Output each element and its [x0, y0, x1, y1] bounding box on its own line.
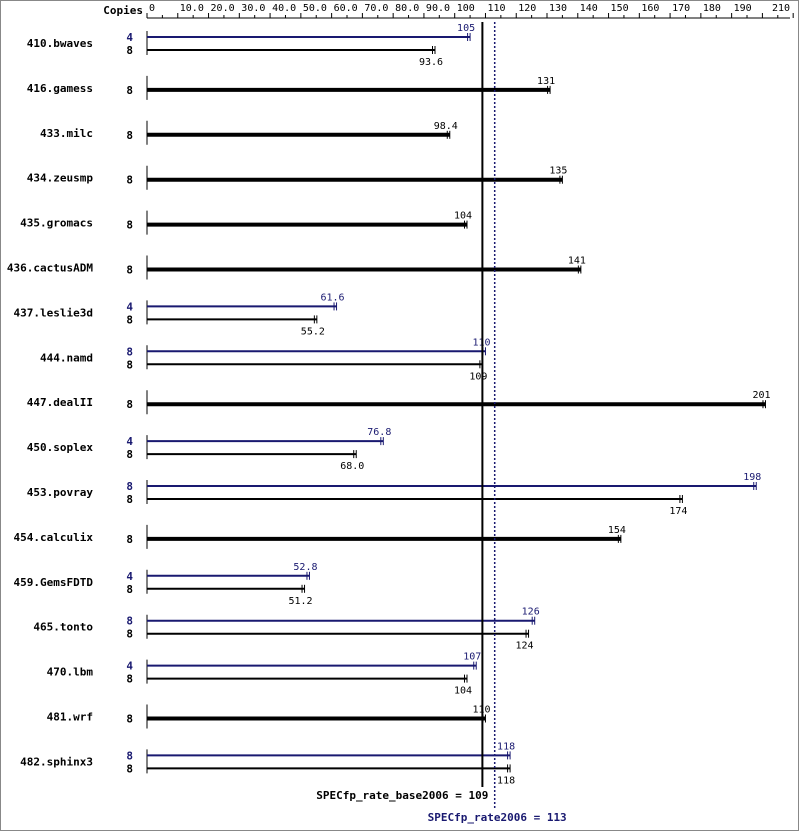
benchmark-label: 434.zeusmp [27, 172, 94, 185]
base-copies: 8 [126, 84, 133, 97]
benchmark-label: 459.GemsFDTD [14, 576, 94, 589]
base-value-label: 118 [497, 775, 515, 786]
copies-header: Copies [103, 4, 143, 17]
benchmark-label: 416.gamess [27, 82, 93, 95]
x-axis-tick-label: 90.0 [426, 3, 450, 14]
x-axis-tick-label: 10.0 [180, 3, 204, 14]
peak-copies: 8 [126, 615, 133, 628]
x-axis-tick-label: 130 [549, 3, 567, 14]
base-value-label: 55.2 [301, 326, 325, 337]
x-axis-tick-label: 50.0 [303, 3, 327, 14]
base-value-label: 104 [454, 211, 472, 222]
peak-copies: 4 [126, 300, 133, 313]
reference-lines: SPECfp_rate_base2006 = 109 SPECfp_rate200… [316, 22, 567, 824]
base-copies: 8 [126, 398, 133, 411]
x-axis-tick-label: 210 [772, 3, 790, 14]
base-copies: 8 [126, 583, 133, 596]
base-value-label: 135 [549, 166, 567, 177]
benchmark-label: 437.leslie3d [14, 306, 93, 319]
base-value-label: 104 [454, 686, 472, 697]
base-copies: 8 [126, 313, 133, 326]
peak-copies: 4 [126, 31, 133, 44]
peak-value-label: 105 [457, 23, 475, 34]
benchmark-label: 436.cactusADM [7, 262, 93, 275]
benchmark-label: 433.milc [40, 127, 93, 140]
peak-copies: 4 [126, 660, 133, 673]
base-copies: 8 [126, 628, 133, 641]
base-value-label: 174 [669, 506, 687, 517]
base-value-label: 109 [469, 371, 487, 382]
base-copies: 8 [126, 448, 133, 461]
peak-value-label: 61.6 [320, 292, 344, 303]
base-copies: 8 [126, 44, 133, 57]
base-copies: 8 [126, 264, 133, 277]
x-axis-tick-label: 30.0 [241, 3, 265, 14]
x-axis-tick-label: 140 [580, 3, 598, 14]
benchmark-label: 410.bwaves [27, 37, 93, 50]
base-value-label: 201 [752, 390, 770, 401]
benchmark-label: 447.dealII [27, 396, 93, 409]
base-reference-label: SPECfp_rate_base2006 = 109 [316, 789, 488, 802]
base-value-label: 68.0 [340, 461, 364, 472]
base-value-label: 154 [608, 525, 626, 536]
x-axis-tick-label: 0 [149, 3, 155, 14]
peak-value-label: 52.8 [293, 562, 317, 573]
chart-marks: 410.bwaves 4 105 8 93.6 416.gamess 8 131 433.mil… [7, 23, 771, 786]
base-value-label: 141 [568, 256, 586, 267]
x-axis-tick-label: 100 [457, 3, 475, 14]
x-axis-tick-label: 160 [641, 3, 659, 14]
peak-copies: 8 [126, 480, 133, 493]
base-copies: 8 [126, 358, 133, 371]
x-axis-tick-label: 70.0 [364, 3, 388, 14]
x-axis-tick-label: 20.0 [211, 3, 235, 14]
x-axis-tick-label: 80.0 [395, 3, 419, 14]
peak-value-label: 126 [522, 607, 540, 618]
peak-value-label: 107 [463, 652, 481, 663]
base-value-label: 124 [516, 641, 534, 652]
benchmark-label: 435.gromacs [20, 217, 93, 230]
x-axis-tick-label: 40.0 [272, 3, 296, 14]
peak-reference-label: SPECfp_rate2006 = 113 [428, 811, 567, 824]
base-copies: 8 [126, 174, 133, 187]
peak-copies: 4 [126, 570, 133, 583]
x-axis-tick-label: 150 [611, 3, 629, 14]
base-copies: 8 [126, 493, 133, 506]
benchmark-label: 481.wrf [47, 711, 93, 724]
peak-copies: 8 [126, 345, 133, 358]
benchmark-label: 453.povray [27, 486, 94, 499]
benchmark-label: 465.tonto [33, 621, 93, 634]
base-copies: 8 [126, 129, 133, 142]
base-copies: 8 [126, 219, 133, 232]
base-value-label: 51.2 [288, 596, 312, 607]
peak-copies: 4 [126, 435, 133, 448]
benchmark-label: 470.lbm [47, 666, 94, 679]
x-axis-tick-label: 60.0 [334, 3, 358, 14]
benchmark-label: 450.soplex [27, 441, 94, 454]
x-axis-tick-label: 110 [487, 3, 505, 14]
x-axis: 0 10.0 20.0 30.0 40.0 50.0 60.0 70.0 80.0 90.0 100… [146, 3, 794, 19]
x-axis-tick-label: 190 [734, 3, 752, 14]
x-axis-tick-label: 180 [703, 3, 721, 14]
peak-value-label: 76.8 [367, 427, 391, 438]
base-copies: 8 [126, 533, 133, 546]
x-axis-tick-label: 170 [672, 3, 690, 14]
base-copies: 8 [126, 673, 133, 686]
base-value-label: 131 [537, 76, 555, 87]
base-copies: 8 [126, 762, 133, 775]
peak-copies: 8 [126, 749, 133, 762]
benchmark-label: 444.namd [40, 351, 93, 364]
peak-value-label: 198 [743, 472, 761, 483]
benchmark-label: 454.calculix [14, 531, 94, 544]
benchmark-label: 482.sphinx3 [20, 755, 93, 768]
base-value-label: 98.4 [434, 121, 458, 132]
base-value-label: 93.6 [419, 57, 443, 68]
base-copies: 8 [126, 713, 133, 726]
peak-value-label: 118 [497, 741, 515, 752]
x-axis-tick-label: 120 [518, 3, 536, 14]
